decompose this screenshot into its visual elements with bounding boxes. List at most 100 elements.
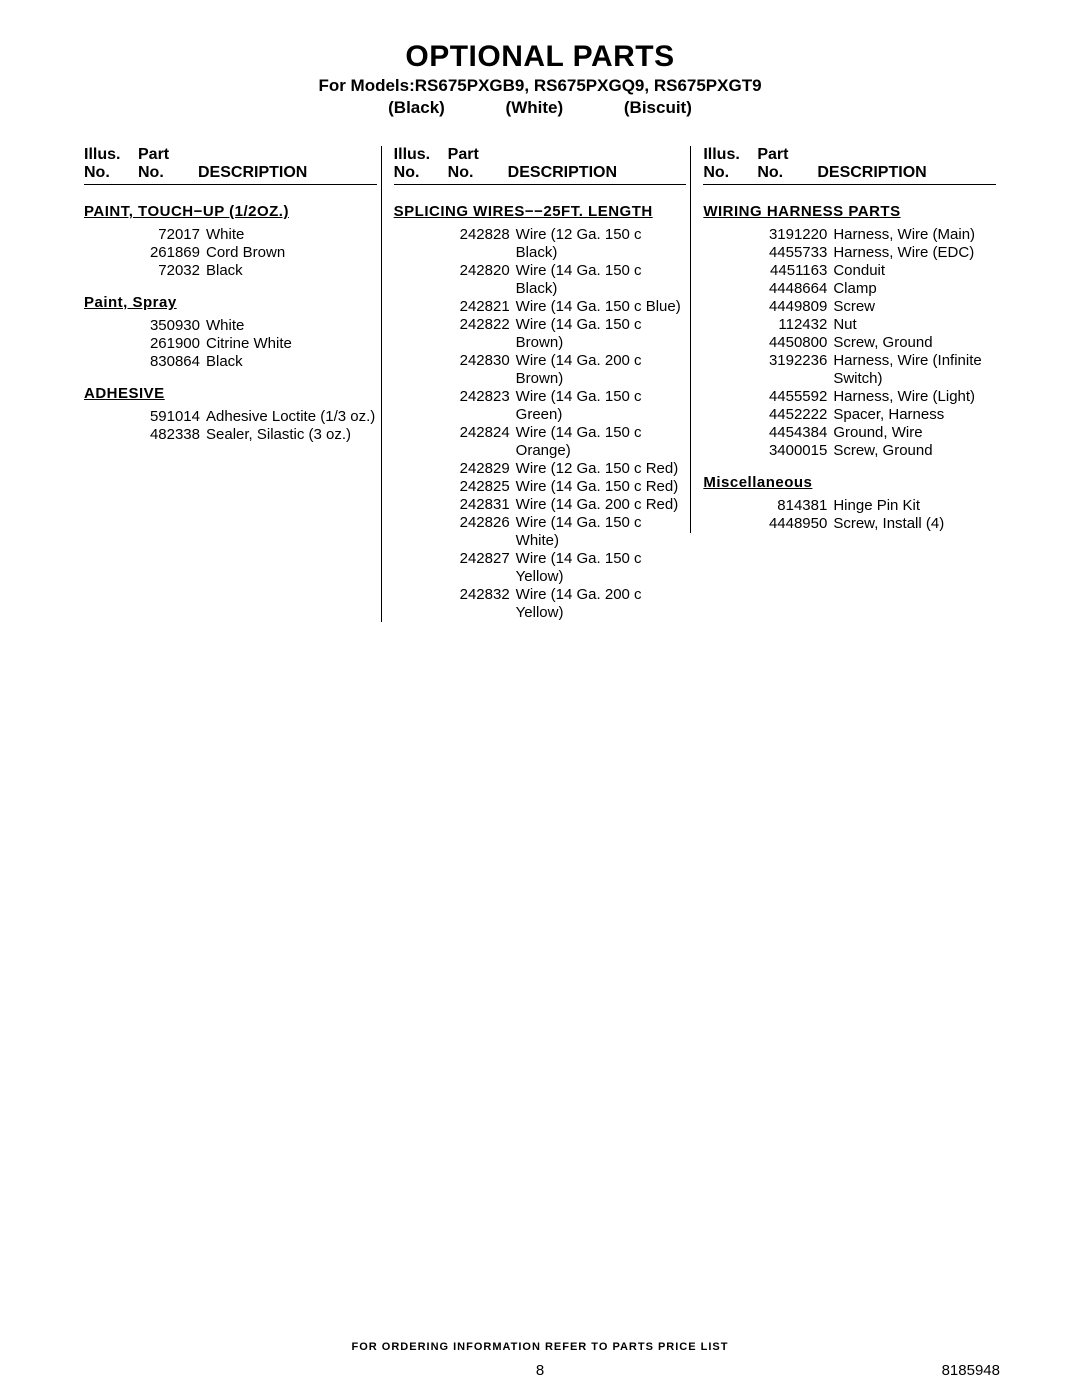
parts-block: 591014Adhesive Loctite (1/3 oz.)482338Se… bbox=[138, 408, 377, 444]
part-row: 242829Wire (12 Ga. 150 c Red) bbox=[448, 460, 687, 478]
part-description: Wire (14 Ga. 150 c White) bbox=[516, 514, 687, 550]
part-row: 3192236Harness, Wire (Infinite Switch) bbox=[757, 352, 996, 388]
part-row: 242828Wire (12 Ga. 150 c Black) bbox=[448, 226, 687, 262]
part-number: 242832 bbox=[448, 586, 516, 604]
part-number: 4448664 bbox=[757, 280, 833, 298]
part-description: Conduit bbox=[833, 262, 996, 280]
part-row: 350930White bbox=[138, 317, 377, 335]
part-row: 3400015Screw, Ground bbox=[757, 442, 996, 460]
part-number: 4451163 bbox=[757, 262, 833, 280]
part-row: 242830Wire (14 Ga. 200 c Brown) bbox=[448, 352, 687, 388]
parts-column: Illus.No.PartNo.DESCRIPTION PAINT, TOUCH−… bbox=[80, 146, 381, 444]
part-description: Ground, Wire bbox=[833, 424, 996, 442]
part-row: 830864Black bbox=[138, 353, 377, 371]
part-number: 242831 bbox=[448, 496, 516, 514]
part-description: Harness, Wire (EDC) bbox=[833, 244, 996, 262]
header-illus: Illus.No. bbox=[84, 146, 138, 182]
part-description: Clamp bbox=[833, 280, 996, 298]
part-description: Wire (14 Ga. 150 c Blue) bbox=[516, 298, 687, 316]
column-header: Illus.No.PartNo.DESCRIPTION bbox=[703, 146, 996, 185]
header-desc: DESCRIPTION bbox=[508, 146, 687, 182]
header-illus: Illus.No. bbox=[703, 146, 757, 182]
part-description: Screw bbox=[833, 298, 996, 316]
part-row: 242821Wire (14 Ga. 150 c Blue) bbox=[448, 298, 687, 316]
part-number: 4452222 bbox=[757, 406, 833, 424]
part-number: 242822 bbox=[448, 316, 516, 334]
part-description: White bbox=[206, 317, 377, 335]
part-description: Wire (14 Ga. 200 c Yellow) bbox=[516, 586, 687, 622]
page-container: OPTIONAL PARTS For Models:RS675PXGB9, RS… bbox=[0, 0, 1080, 652]
part-number: 482338 bbox=[138, 426, 206, 444]
part-description: Adhesive Loctite (1/3 oz.) bbox=[206, 408, 377, 426]
column-header: Illus.No.PartNo.DESCRIPTION bbox=[394, 146, 687, 185]
parts-columns: Illus.No.PartNo.DESCRIPTIONPAINT, TOUCH−… bbox=[80, 146, 1000, 622]
part-row: 4454384Ground, Wire bbox=[757, 424, 996, 442]
part-row: 242831Wire (14 Ga. 200 c Red) bbox=[448, 496, 687, 514]
part-row: 4450800Screw, Ground bbox=[757, 334, 996, 352]
header-illus: Illus.No. bbox=[394, 146, 448, 182]
models-subtitle: For Models:RS675PXGB9, RS675PXGQ9, RS675… bbox=[80, 76, 1000, 96]
part-number: 3192236 bbox=[757, 352, 833, 370]
part-number: 112432 bbox=[757, 316, 833, 334]
header-desc: DESCRIPTION bbox=[198, 146, 377, 182]
part-number: 242821 bbox=[448, 298, 516, 316]
part-number: 261900 bbox=[138, 335, 206, 353]
part-number: 242829 bbox=[448, 460, 516, 478]
part-row: 4452222Spacer, Harness bbox=[757, 406, 996, 424]
part-number: 242826 bbox=[448, 514, 516, 532]
part-number: 242825 bbox=[448, 478, 516, 496]
part-number: 4448950 bbox=[757, 515, 833, 533]
header-part: PartNo. bbox=[448, 146, 508, 182]
section-title: PAINT, TOUCH−UP (1/2oz.) bbox=[84, 203, 377, 220]
part-row: 72017White bbox=[138, 226, 377, 244]
part-description: Harness, Wire (Main) bbox=[833, 226, 996, 244]
part-number: 72017 bbox=[138, 226, 206, 244]
part-description: Screw, Ground bbox=[833, 334, 996, 352]
part-row: 4448664Clamp bbox=[757, 280, 996, 298]
header-desc: DESCRIPTION bbox=[817, 146, 996, 182]
part-description: Wire (14 Ga. 150 c Yellow) bbox=[516, 550, 687, 586]
part-row: 242823Wire (14 Ga. 150 c Green) bbox=[448, 388, 687, 424]
part-description: Wire (14 Ga. 150 c Brown) bbox=[516, 316, 687, 352]
part-number: 261869 bbox=[138, 244, 206, 262]
column-header: Illus.No.PartNo.DESCRIPTION bbox=[84, 146, 377, 185]
part-number: 591014 bbox=[138, 408, 206, 426]
part-row: 242820Wire (14 Ga. 150 c Black) bbox=[448, 262, 687, 298]
footer-note: FOR ORDERING INFORMATION REFER TO PARTS … bbox=[0, 1341, 1080, 1353]
part-description: Wire (14 Ga. 200 c Brown) bbox=[516, 352, 687, 388]
part-description: Spacer, Harness bbox=[833, 406, 996, 424]
part-number: 3191220 bbox=[757, 226, 833, 244]
part-row: 261900Citrine White bbox=[138, 335, 377, 353]
part-description: Cord Brown bbox=[206, 244, 377, 262]
color-label: (Black) bbox=[388, 98, 445, 118]
parts-column: Illus.No.PartNo.DESCRIPTIONSPLICING WIRE… bbox=[381, 146, 691, 622]
part-row: 4451163Conduit bbox=[757, 262, 996, 280]
part-row: 4449809Screw bbox=[757, 298, 996, 316]
color-label: (Biscuit) bbox=[624, 98, 692, 118]
part-row: 242822Wire (14 Ga. 150 c Brown) bbox=[448, 316, 687, 352]
part-description: Hinge Pin Kit bbox=[833, 497, 996, 515]
part-description: Black bbox=[206, 353, 377, 371]
part-number: 242827 bbox=[448, 550, 516, 568]
part-number: 4454384 bbox=[757, 424, 833, 442]
section-title: ADHESIVE bbox=[84, 385, 377, 402]
document-id: 8185948 bbox=[942, 1362, 1000, 1379]
part-description: Wire (14 Ga. 150 c Orange) bbox=[516, 424, 687, 460]
part-number: 242828 bbox=[448, 226, 516, 244]
part-number: 350930 bbox=[138, 317, 206, 335]
part-description: Sealer, Silastic (3 oz.) bbox=[206, 426, 377, 444]
part-description: White bbox=[206, 226, 377, 244]
part-description: Screw, Install (4) bbox=[833, 515, 996, 533]
part-row: 72032Black bbox=[138, 262, 377, 280]
part-description: Black bbox=[206, 262, 377, 280]
part-description: Harness, Wire (Infinite Switch) bbox=[833, 352, 996, 388]
part-row: 242825Wire (14 Ga. 150 c Red) bbox=[448, 478, 687, 496]
parts-block: 72017White261869Cord Brown72032Black bbox=[138, 226, 377, 280]
part-number: 242820 bbox=[448, 262, 516, 280]
section-title: WIRING HARNESS PARTS bbox=[703, 203, 996, 220]
part-description: Screw, Ground bbox=[833, 442, 996, 460]
part-row: 242832Wire (14 Ga. 200 c Yellow) bbox=[448, 586, 687, 622]
part-row: 242824Wire (14 Ga. 150 c Orange) bbox=[448, 424, 687, 460]
parts-block: 350930White261900Citrine White830864Blac… bbox=[138, 317, 377, 371]
part-row: 814381Hinge Pin Kit bbox=[757, 497, 996, 515]
